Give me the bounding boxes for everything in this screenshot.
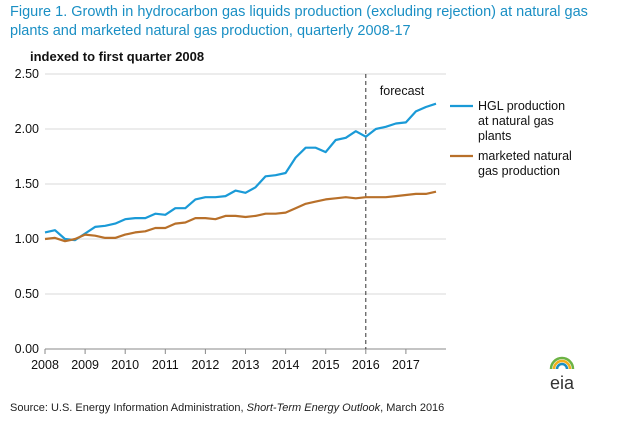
- source-prefix: Source: U.S. Energy Information Administ…: [10, 402, 247, 414]
- y-axis-label: indexed to first quarter 2008: [30, 49, 204, 64]
- forecast-label: forecast: [380, 84, 425, 98]
- y-tick-label: 1.50: [15, 177, 39, 191]
- x-tick-label: 2012: [191, 358, 219, 372]
- x-tick-label: 2016: [352, 358, 380, 372]
- source-note: Source: U.S. Energy Information Administ…: [10, 402, 444, 414]
- legend-label: HGL production: [478, 99, 565, 113]
- y-tick-label: 2.50: [15, 67, 39, 81]
- legend-label: plants: [478, 129, 511, 143]
- legend-label: gas production: [478, 164, 560, 178]
- source-publication: Short-Term Energy Outlook: [246, 402, 381, 414]
- eia-logo-text: eia: [550, 373, 575, 393]
- y-tick-label: 0.50: [15, 287, 39, 301]
- chart-title: Figure 1. Growth in hydrocarbon gas liqu…: [10, 4, 588, 39]
- hgl-production-line: [44, 102, 437, 242]
- x-tick-label: 2013: [232, 358, 260, 372]
- legend-label: marketed natural: [478, 149, 572, 163]
- x-tick-label: 2015: [312, 358, 340, 372]
- marketed-gas-line: [44, 190, 437, 243]
- y-tick-label: 1.00: [15, 232, 39, 246]
- x-tick-label: 2011: [152, 358, 179, 372]
- x-tick-label: 2014: [272, 358, 300, 372]
- x-tick-label: 2010: [111, 358, 139, 372]
- legend-label: at natural gas: [478, 114, 554, 128]
- y-tick-label: 0.00: [15, 342, 39, 356]
- x-tick-label: 2009: [71, 358, 99, 372]
- x-tick-label: 2008: [31, 358, 59, 372]
- x-tick-label: 2017: [392, 358, 420, 372]
- eia-logo: eia: [537, 355, 587, 395]
- source-suffix: , March 2016: [380, 402, 445, 414]
- y-tick-label: 2.00: [15, 122, 39, 136]
